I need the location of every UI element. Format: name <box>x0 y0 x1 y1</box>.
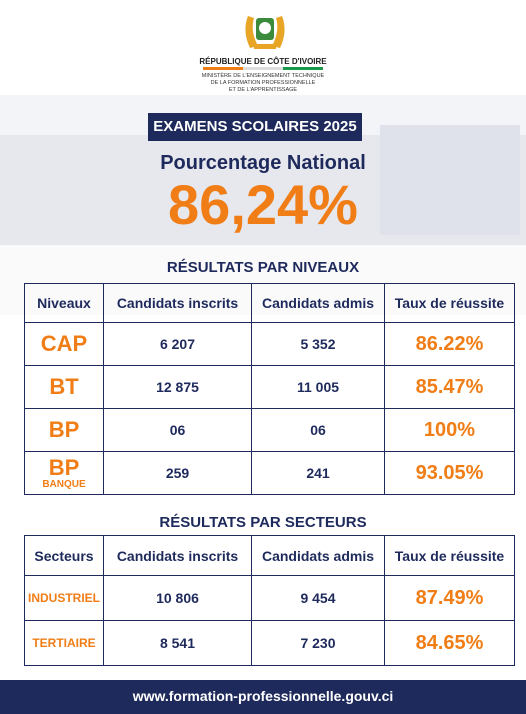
row-name: CAP <box>24 322 104 366</box>
flag-white <box>243 67 283 70</box>
banner: EXAMENS SCOLAIRES 2025 <box>148 113 362 141</box>
row-name: BP <box>24 408 104 452</box>
levels-table: Niveaux Candidats inscrits Candidats admis… <box>24 283 515 495</box>
column-header: Candidats inscrits <box>103 535 252 576</box>
admitted: 7 230 <box>251 620 385 666</box>
success-rate: 86.22% <box>384 322 515 366</box>
column-header: Taux de réussite <box>384 535 515 576</box>
row-name-text: BP <box>48 454 80 480</box>
country: RÉPUBLIQUE DE CÔTE D'IVOIRE <box>199 57 327 66</box>
column-header: Candidats inscrits <box>103 283 252 323</box>
registered: 6 207 <box>103 322 252 366</box>
table-row: BT 12 875 11 005 85.47% <box>24 365 515 409</box>
registered: 12 875 <box>103 365 252 409</box>
admitted: 5 352 <box>251 322 385 366</box>
registered: 259 <box>103 451 252 495</box>
table-row: INDUSTRIEL 10 806 9 454 87.49% <box>24 575 515 621</box>
column-header: Secteurs <box>24 535 104 576</box>
success-rate: 93.05% <box>384 451 515 495</box>
column-header: Candidats admis <box>251 535 385 576</box>
row-name: TERTIAIRE <box>24 620 104 666</box>
registered: 8 541 <box>103 620 252 666</box>
success-rate: 100% <box>384 408 515 452</box>
row-name-text: TERTIAIRE <box>32 636 96 650</box>
success-rate: 84.65% <box>384 620 515 666</box>
admitted: 9 454 <box>251 575 385 621</box>
table-row: CAP 6 207 5 352 86.22% <box>24 322 515 366</box>
registered: 10 806 <box>103 575 252 621</box>
emblem <box>245 16 285 49</box>
row-name: BT <box>24 365 104 409</box>
section-title: RÉSULTATS PAR NIVEAUX <box>166 259 360 276</box>
flag-orange <box>203 67 243 70</box>
section-title: RÉSULTATS PAR SECTEURS <box>159 514 367 531</box>
success-rate: 85.47% <box>384 365 515 409</box>
header-row: Niveaux Candidats inscrits Candidats admis… <box>24 283 515 323</box>
row-name: BP BANQUE <box>24 451 104 495</box>
table-row: TERTIAIRE 8 541 7 230 84.65% <box>24 620 515 666</box>
ministry-line: DE LA FORMATION PROFESSIONNELLE <box>210 80 316 86</box>
row-name-text: CAP <box>40 331 88 356</box>
ministry: MINISTÈRE DE L'ENSEIGNEMENT TECHNIQUE DE… <box>0 73 526 94</box>
admitted: 06 <box>251 408 385 452</box>
row-name-text: BT <box>49 374 79 399</box>
footer-url: www.formation-professionnelle.gouv.ci <box>0 680 526 714</box>
registered: 06 <box>103 408 252 452</box>
ministry-line: MINISTÈRE DE L'ENSEIGNEMENT TECHNIQUE <box>201 73 325 79</box>
national-label: Pourcentage National <box>160 152 366 174</box>
success-rate: 87.49% <box>384 575 515 621</box>
row-subname: BANQUE <box>42 478 86 490</box>
sectors-table: Secteurs Candidats inscrits Candidats admi… <box>24 535 515 666</box>
column-header: Niveaux <box>24 283 104 323</box>
admitted: 11 005 <box>251 365 385 409</box>
flag-green <box>283 67 323 70</box>
row-name: INDUSTRIEL <box>24 575 104 621</box>
row-name-text: BP <box>48 417 80 442</box>
national-value: 86,24% <box>168 173 358 236</box>
table-row: BP BANQUE 259 241 93.05% <box>24 451 515 495</box>
column-header: Candidats admis <box>251 283 385 323</box>
row-name-text: INDUSTRIEL <box>28 591 100 605</box>
admitted: 241 <box>251 451 385 495</box>
table-row: BP 06 06 100% <box>24 408 515 452</box>
ministry-line: ET DE L'APPRENTISSAGE <box>228 87 298 93</box>
header-row: Secteurs Candidats inscrits Candidats admi… <box>24 535 515 576</box>
column-header: Taux de réussite <box>384 283 515 323</box>
